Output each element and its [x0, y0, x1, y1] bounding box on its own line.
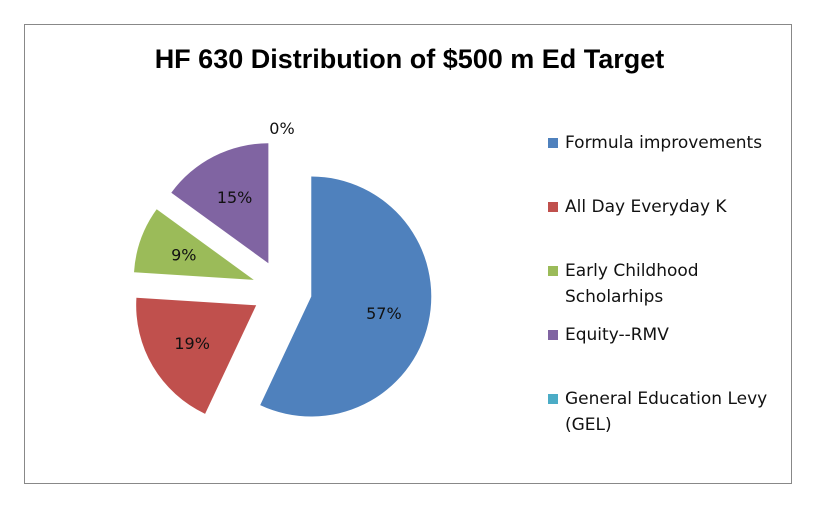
data-label-equity-rmv: 15% [217, 188, 253, 207]
legend-label: General Education Levy (GEL) [565, 389, 768, 435]
legend-label: Formula improvements [565, 133, 763, 153]
pie-slices [134, 143, 432, 417]
legend-label: Equity--RMV [565, 325, 669, 345]
pie-slice-all-day-everyday-k [136, 297, 257, 414]
pie-slice-early-childhood-scholarhips [134, 209, 254, 280]
data-label-early-childhood-scholarhips: 9% [171, 246, 196, 265]
legend-swatch [548, 266, 558, 276]
legend-swatch [548, 394, 558, 404]
legend-swatch [548, 330, 558, 340]
pie-slice-equity-rmv [171, 143, 269, 264]
legend-swatch [548, 138, 558, 148]
data-label-all-day-everyday-k: 19% [174, 334, 210, 353]
pie-slice-formula-improvements [260, 176, 432, 417]
legend-swatch [548, 202, 558, 212]
legend-label: Early Childhood Scholarhips [565, 261, 699, 307]
pie-labels: 57% 19% 9% 15% 0% [171, 119, 402, 353]
chart-title: HF 630 Distribution of $500 m Ed Target [154, 44, 665, 74]
data-label-formula-improvements: 57% [366, 304, 402, 323]
legend-label: All Day Everyday K [565, 197, 727, 217]
data-label-general-education-levy-gel: 0% [269, 119, 294, 138]
